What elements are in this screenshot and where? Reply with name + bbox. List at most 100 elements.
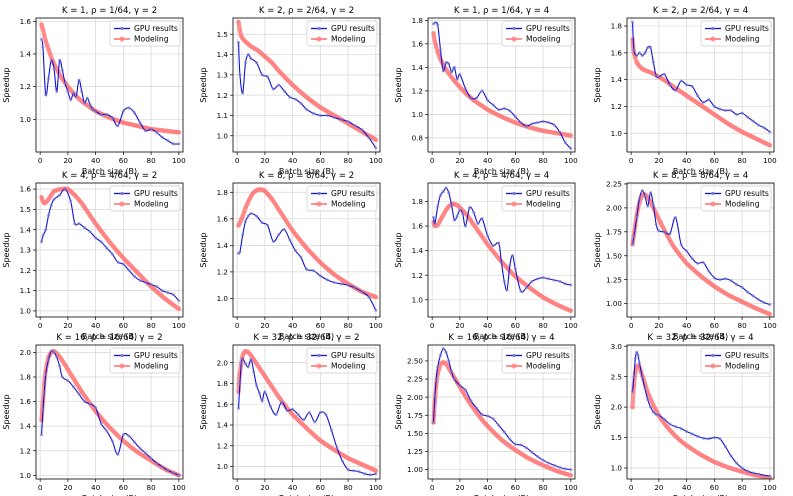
legend-gpu-marker — [512, 26, 516, 31]
y-tick-label: 1.8 — [412, 16, 424, 25]
gpu-point — [552, 123, 556, 127]
gpu-point — [239, 361, 243, 365]
x-tick-label: 40 — [682, 321, 692, 330]
gpu-point — [83, 400, 87, 404]
legend-model-marker — [511, 363, 517, 369]
gpu-point — [768, 303, 772, 307]
gpu-point — [519, 443, 523, 447]
gpu-point — [547, 461, 551, 465]
legend-model-label: Modeling — [331, 200, 366, 209]
gpu-point — [166, 139, 170, 143]
legend: GPU results Modeling — [700, 185, 772, 212]
x-tick-label: 0 — [430, 321, 435, 330]
x-tick-label: 40 — [682, 483, 692, 492]
legend-gpu-label: GPU results — [725, 24, 769, 33]
gpu-point — [735, 461, 739, 465]
gpu-point — [241, 357, 245, 361]
gpu-point — [241, 233, 245, 237]
y-tick-label: 1.6 — [20, 397, 32, 406]
gpu-point — [63, 81, 67, 85]
gpu-point — [60, 375, 64, 379]
gpu-point — [757, 123, 761, 127]
gpu-point — [177, 299, 181, 303]
y-tick-label: 1.4 — [412, 63, 424, 72]
gpu-point — [144, 451, 148, 455]
gpu-point — [444, 186, 448, 190]
legend-model-label: Modeling — [134, 362, 169, 371]
gpu-point — [480, 413, 484, 417]
gpu-point — [274, 413, 278, 417]
modeling-point — [568, 133, 574, 138]
y-axis-label: Speedup — [2, 394, 11, 429]
gpu-point — [74, 94, 78, 98]
gpu-point — [757, 298, 761, 302]
y-tick-label: 1.6 — [412, 222, 424, 231]
gpu-point — [707, 98, 711, 102]
legend-model-label: Modeling — [134, 35, 169, 44]
gpu-point — [444, 350, 448, 354]
gpu-point — [243, 362, 247, 366]
gpu-point — [541, 119, 545, 123]
gpu-point — [558, 465, 562, 469]
gpu-point — [99, 112, 103, 116]
gpu-point — [679, 426, 683, 430]
chart-title: K = 4, ρ = 4/64, γ = 2 — [62, 171, 157, 181]
gpu-point — [455, 77, 459, 81]
modeling-point — [631, 383, 637, 389]
x-tick-label: 20 — [260, 321, 270, 330]
gpu-point — [569, 146, 573, 150]
gpu-point — [246, 53, 250, 57]
gpu-point — [110, 439, 114, 443]
gpu-point — [469, 399, 473, 403]
gpu-point — [77, 392, 81, 396]
gpu-point — [452, 218, 456, 222]
gpu-point — [463, 224, 467, 228]
gpu-point — [751, 471, 755, 475]
modeling-point — [373, 468, 379, 473]
gpu-point — [121, 262, 125, 266]
gpu-point — [735, 282, 739, 286]
gpu-point — [637, 361, 641, 365]
gpu-point — [325, 113, 329, 117]
gpu-point — [277, 233, 281, 237]
modeling-point — [630, 404, 635, 410]
gpu-point — [171, 142, 175, 146]
gpu-point — [138, 278, 142, 282]
gpu-point — [701, 100, 705, 104]
subplot: 0 20 40 60 80 100 1.0 1.5 2.0 2.5 3.0 K = 32, ρ = 3… — [593, 333, 777, 496]
x-tick-label: 0 — [235, 483, 240, 492]
y-tick-label: 1.75 — [606, 227, 622, 236]
gpu-point — [491, 244, 495, 248]
gpu-point — [325, 278, 329, 282]
gpu-point — [46, 213, 50, 217]
gpu-point — [662, 72, 666, 76]
y-tick-label: 2.00 — [606, 203, 622, 212]
legend-model-label: Modeling — [331, 35, 366, 44]
gpu-point — [243, 61, 247, 65]
y-tick-label: 1.8 — [611, 22, 623, 31]
modeling-series-line — [630, 37, 772, 148]
gpu-point — [260, 73, 264, 77]
legend-model-marker — [710, 363, 716, 369]
chart-title: K = 8, ρ = 8/64, γ = 2 — [259, 171, 354, 181]
gpu-point — [363, 472, 367, 476]
gpu-point — [513, 442, 517, 446]
legend-gpu-label: GPU results — [725, 189, 769, 198]
legend-model-marker — [710, 201, 716, 207]
legend-gpu-label: GPU results — [134, 189, 178, 198]
gpu-point — [707, 437, 711, 441]
gpu-point — [480, 89, 484, 93]
gpu-point — [438, 193, 442, 197]
legend: GPU results Modeling — [700, 20, 772, 47]
x-axis-label: Batch size (B) — [82, 494, 137, 496]
gpu-point — [461, 212, 465, 216]
gpu-point — [740, 466, 744, 470]
gpu-point — [40, 433, 44, 437]
y-tick-label: 1.4 — [20, 225, 32, 234]
modeling-point — [568, 473, 574, 478]
gpu-point — [83, 226, 87, 230]
gpu-point — [66, 379, 70, 383]
gpu-point — [266, 75, 270, 79]
x-tick-label: 0 — [430, 483, 435, 492]
y-tick-label: 1.0 — [20, 115, 32, 124]
